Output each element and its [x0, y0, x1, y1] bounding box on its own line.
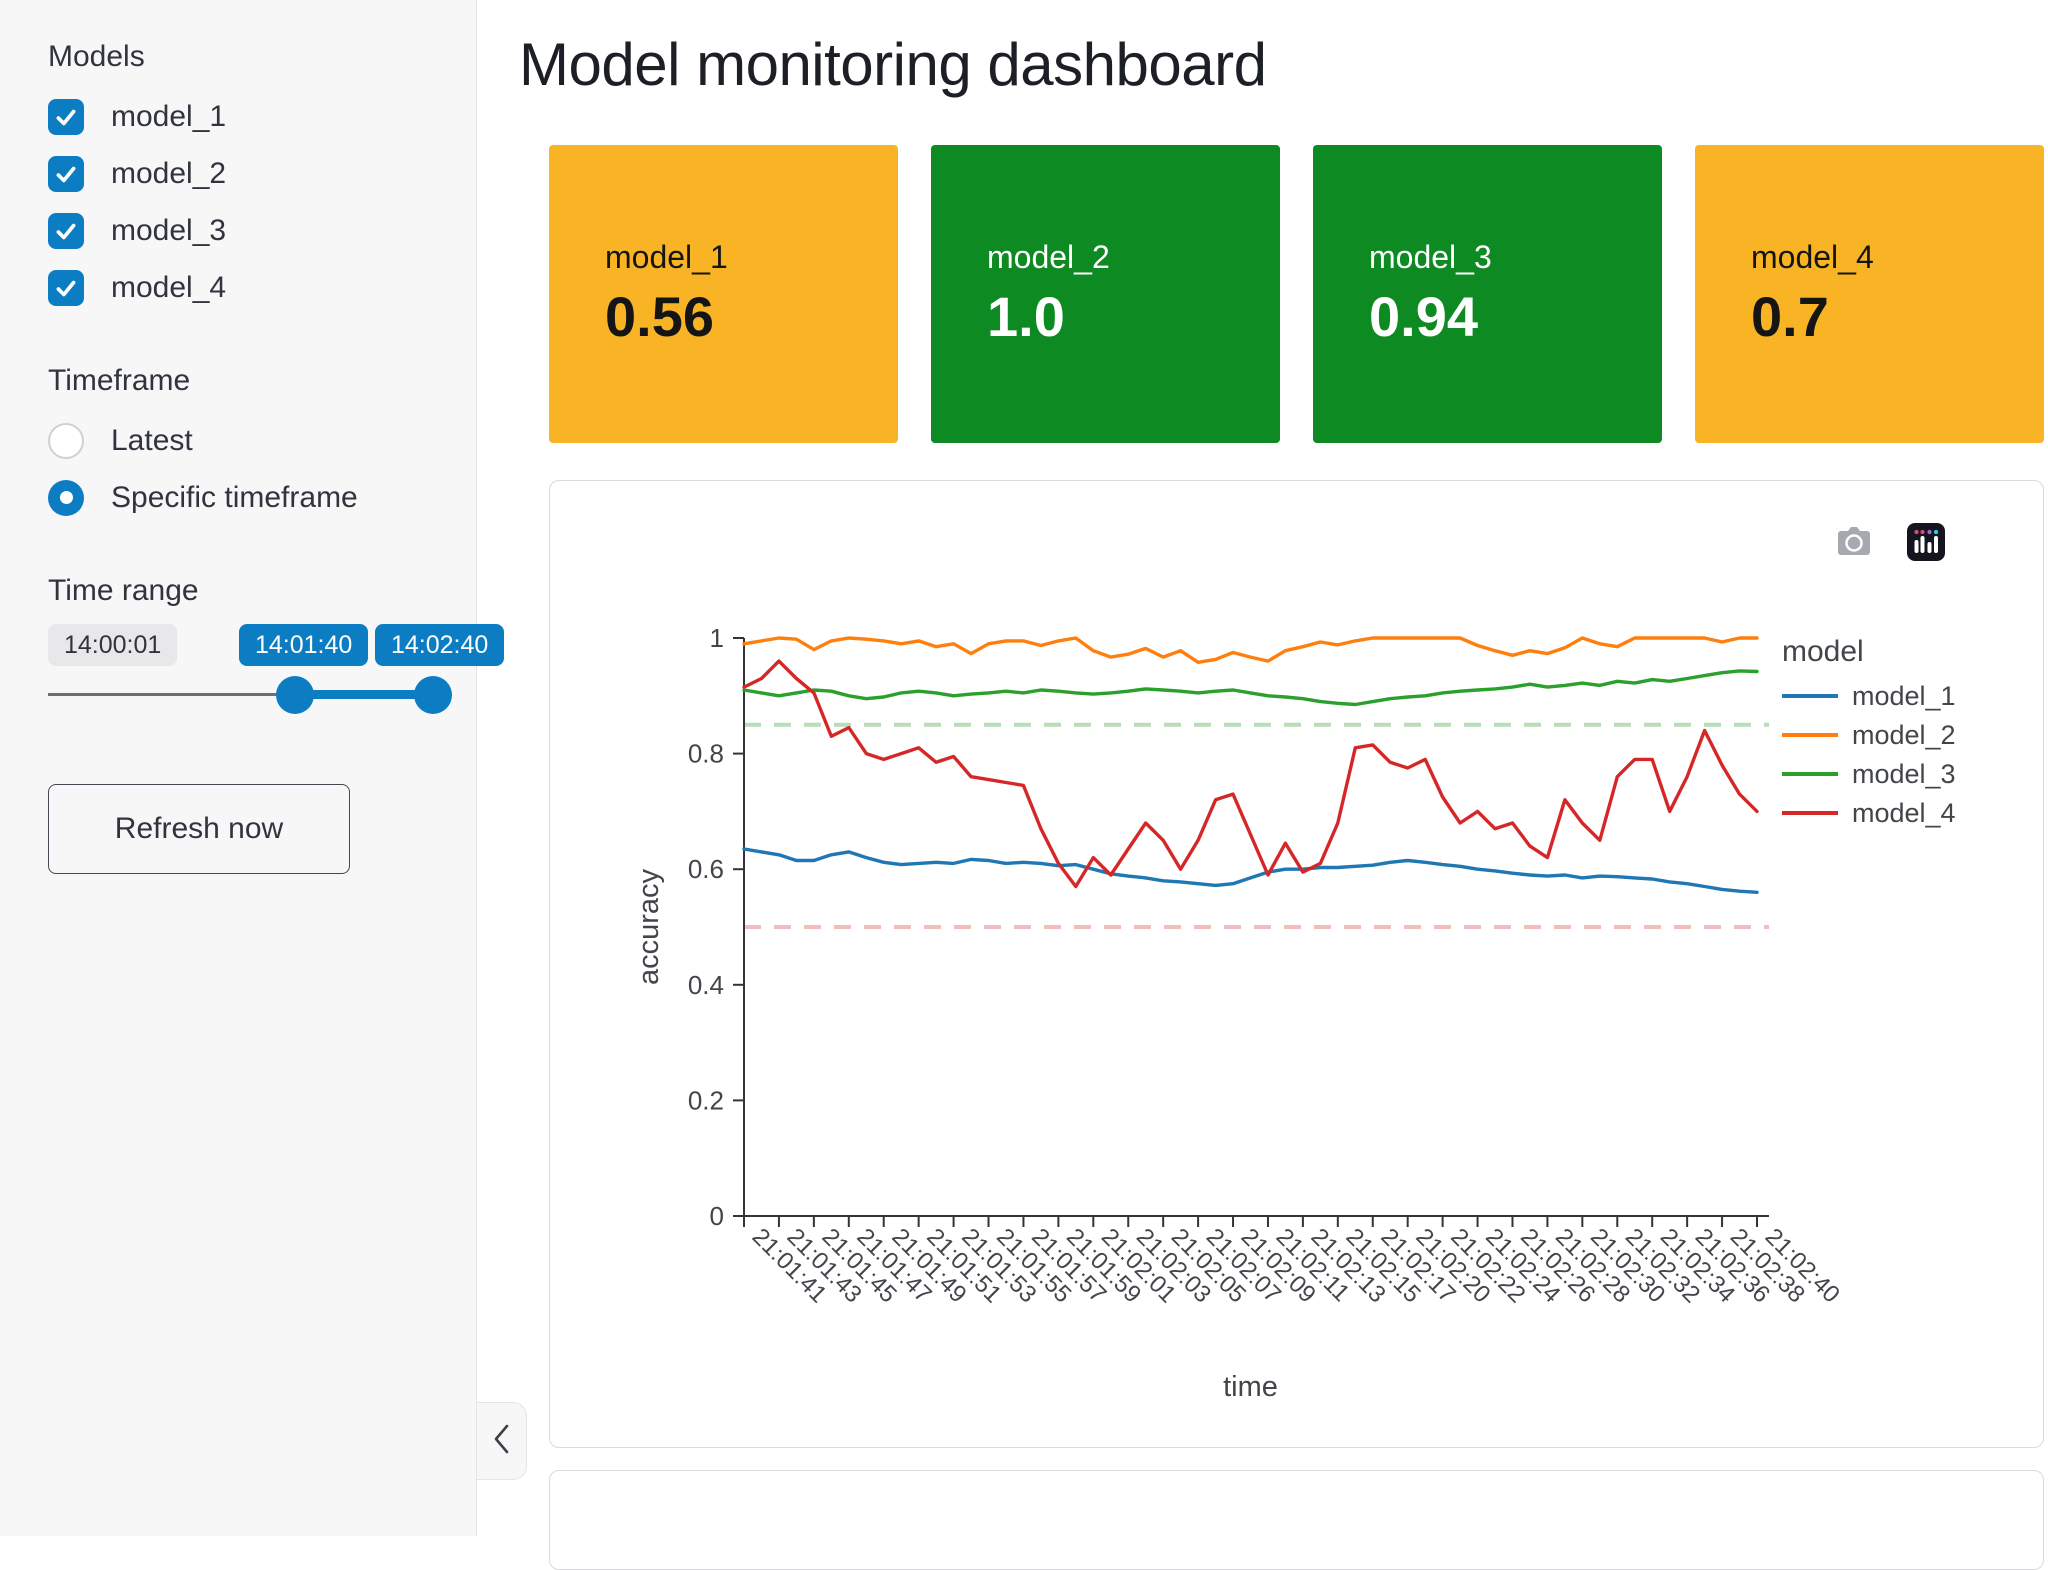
- metric-card-model_2: model_2 1.0: [931, 145, 1280, 443]
- slider-start-value-badge: 14:01:40: [239, 624, 369, 666]
- slider-thumb-end[interactable]: [414, 676, 452, 714]
- checkbox-label: model_4: [111, 270, 227, 304]
- slider-end-value-badge: 14:02:40: [375, 624, 505, 666]
- model-checkbox-row-model_4[interactable]: model_4: [48, 259, 476, 316]
- metric-card-model_3: model_3 0.94: [1313, 145, 1662, 443]
- plotly-modebar: [1837, 523, 1945, 561]
- checkbox-label: model_3: [111, 213, 227, 247]
- slider-track[interactable]: [48, 693, 433, 696]
- time-range-section-label: Time range: [48, 574, 199, 607]
- checkbox-checked-icon[interactable]: [48, 98, 84, 135]
- svg-text:model_4: model_4: [1852, 798, 1956, 828]
- models-checkbox-group: model_1 model_2 model_3 model_4: [48, 88, 476, 316]
- metric-label: model_3: [1369, 239, 1492, 275]
- svg-text:0.2: 0.2: [688, 1085, 724, 1115]
- checkbox-checked-icon[interactable]: [48, 155, 84, 192]
- checkbox-checked-icon[interactable]: [48, 269, 84, 306]
- legend-item-model_2[interactable]: model_2: [1782, 720, 1956, 750]
- timeframe-radio-option-0[interactable]: Latest: [48, 412, 476, 469]
- svg-text:0.6: 0.6: [688, 854, 724, 884]
- legend-item-model_4[interactable]: model_4: [1782, 798, 1956, 828]
- next-section-card: [549, 1470, 2044, 1570]
- svg-text:model_1: model_1: [1852, 681, 1956, 711]
- svg-text:model_2: model_2: [1852, 720, 1956, 750]
- svg-text:accuracy: accuracy: [633, 868, 665, 985]
- metric-label: model_1: [605, 239, 728, 275]
- time-range-slider[interactable]: 14:00:01 14:01:40 14:02:40: [48, 624, 505, 754]
- chevron-left-icon: [491, 1421, 513, 1462]
- metric-value: 0.56: [605, 285, 714, 348]
- metric-value: 0.94: [1369, 285, 1478, 348]
- sidebar-collapse-button[interactable]: [477, 1402, 527, 1480]
- svg-text:0: 0: [710, 1201, 724, 1231]
- radio-label: Specific timeframe: [111, 480, 358, 514]
- svg-text:1: 1: [710, 623, 724, 653]
- metric-value: 0.7: [1751, 285, 1829, 348]
- checkbox-checked-icon[interactable]: [48, 212, 84, 249]
- radio-unselected-icon[interactable]: [48, 422, 84, 459]
- metric-card-model_1: model_1 0.56: [549, 145, 898, 443]
- svg-text:0.8: 0.8: [688, 739, 724, 769]
- line-series-model_2[interactable]: [742, 636, 1759, 665]
- plotly-logo-icon[interactable]: [1907, 523, 1945, 561]
- timeframe-section-label: Timeframe: [48, 364, 191, 397]
- metric-label: model_2: [987, 239, 1110, 275]
- model-checkbox-row-model_1[interactable]: model_1: [48, 88, 476, 145]
- svg-text:model: model: [1782, 635, 1864, 668]
- svg-text:time: time: [1223, 1371, 1278, 1403]
- checkbox-label: model_2: [111, 156, 227, 190]
- model-checkbox-row-model_3[interactable]: model_3: [48, 202, 476, 259]
- line-series-model_3[interactable]: [742, 669, 1759, 707]
- radio-selected-icon[interactable]: [48, 479, 84, 516]
- metric-card-model_4: model_4 0.7: [1695, 145, 2044, 443]
- refresh-now-button[interactable]: Refresh now: [48, 784, 350, 874]
- checkbox-label: model_1: [111, 99, 227, 133]
- metric-value: 1.0: [987, 285, 1065, 348]
- slider-min-label: 14:00:01: [48, 624, 178, 666]
- radio-label: Latest: [111, 423, 193, 457]
- accuracy-line-chart[interactable]: 00.20.40.60.8121:01:4121:01:4321:01:4521…: [550, 481, 2045, 1449]
- svg-text:0.4: 0.4: [688, 970, 724, 1000]
- line-series-model_1[interactable]: [742, 847, 1759, 894]
- models-section-label: Models: [48, 40, 145, 73]
- main-content: Model monitoring dashboard model_1 0.56 mo…: [478, 0, 2048, 1570]
- legend-item-model_1[interactable]: model_1: [1782, 681, 1956, 711]
- accuracy-chart-card: 0 0.2 0.4 0.6 0.8 1 21:01:41 21:01:43 21:01:45 21…: [549, 480, 2044, 1448]
- timeframe-radio-selected-1[interactable]: Specific timeframe: [48, 469, 476, 526]
- timeframe-radio-group: Latest Specific timeframe: [48, 412, 476, 526]
- camera-icon[interactable]: [1837, 527, 1871, 557]
- page-title: Model monitoring dashboard: [519, 31, 1267, 98]
- sidebar: Models model_1 model_2 model_3 model_4 Time…: [0, 0, 505, 1536]
- metric-label: model_4: [1751, 239, 1874, 275]
- model-checkbox-row-model_2[interactable]: model_2: [48, 145, 476, 202]
- svg-text:model_3: model_3: [1852, 759, 1956, 789]
- slider-selected-range[interactable]: [295, 690, 433, 699]
- metric-cards-row: model_1 0.56 model_2 1.0 model_3 0.94 model_4 0…: [549, 145, 2044, 443]
- legend-item-model_3[interactable]: model_3: [1782, 759, 1956, 789]
- slider-thumb-start[interactable]: [276, 676, 314, 714]
- line-series-model_4[interactable]: [742, 659, 1759, 889]
